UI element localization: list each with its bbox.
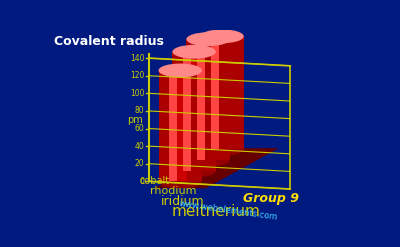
Ellipse shape xyxy=(172,164,216,178)
Text: Covalent radius: Covalent radius xyxy=(54,35,164,48)
Text: Group 9: Group 9 xyxy=(243,192,299,205)
Text: meitnerium: meitnerium xyxy=(172,204,260,219)
Polygon shape xyxy=(155,148,279,188)
Ellipse shape xyxy=(186,153,230,167)
Ellipse shape xyxy=(200,142,244,156)
Text: www.webelements.com: www.webelements.com xyxy=(178,199,278,222)
Text: 40: 40 xyxy=(135,142,144,151)
Polygon shape xyxy=(174,70,187,181)
Ellipse shape xyxy=(158,63,202,77)
Text: 0: 0 xyxy=(140,177,144,186)
Text: 80: 80 xyxy=(135,106,144,115)
Text: 60: 60 xyxy=(135,124,144,133)
Polygon shape xyxy=(187,70,202,181)
Polygon shape xyxy=(202,39,215,160)
Polygon shape xyxy=(188,52,201,170)
Text: iridium: iridium xyxy=(161,195,204,208)
Text: 120: 120 xyxy=(130,71,144,80)
Ellipse shape xyxy=(186,32,230,46)
Polygon shape xyxy=(172,52,188,170)
Text: cobalt: cobalt xyxy=(139,176,169,186)
Text: 140: 140 xyxy=(130,54,144,63)
Polygon shape xyxy=(216,36,228,149)
Polygon shape xyxy=(197,39,205,160)
Polygon shape xyxy=(200,36,216,149)
Polygon shape xyxy=(169,70,177,181)
Polygon shape xyxy=(211,36,219,149)
Text: pm: pm xyxy=(127,115,143,125)
Polygon shape xyxy=(183,52,191,170)
Ellipse shape xyxy=(200,29,244,43)
Text: 20: 20 xyxy=(135,159,144,168)
Polygon shape xyxy=(158,70,174,181)
Polygon shape xyxy=(186,39,202,160)
Ellipse shape xyxy=(172,45,216,59)
Polygon shape xyxy=(215,39,230,160)
Polygon shape xyxy=(201,52,216,170)
Text: rhodium: rhodium xyxy=(150,186,196,196)
Polygon shape xyxy=(228,36,244,149)
Ellipse shape xyxy=(158,174,202,188)
Text: 100: 100 xyxy=(130,89,144,98)
